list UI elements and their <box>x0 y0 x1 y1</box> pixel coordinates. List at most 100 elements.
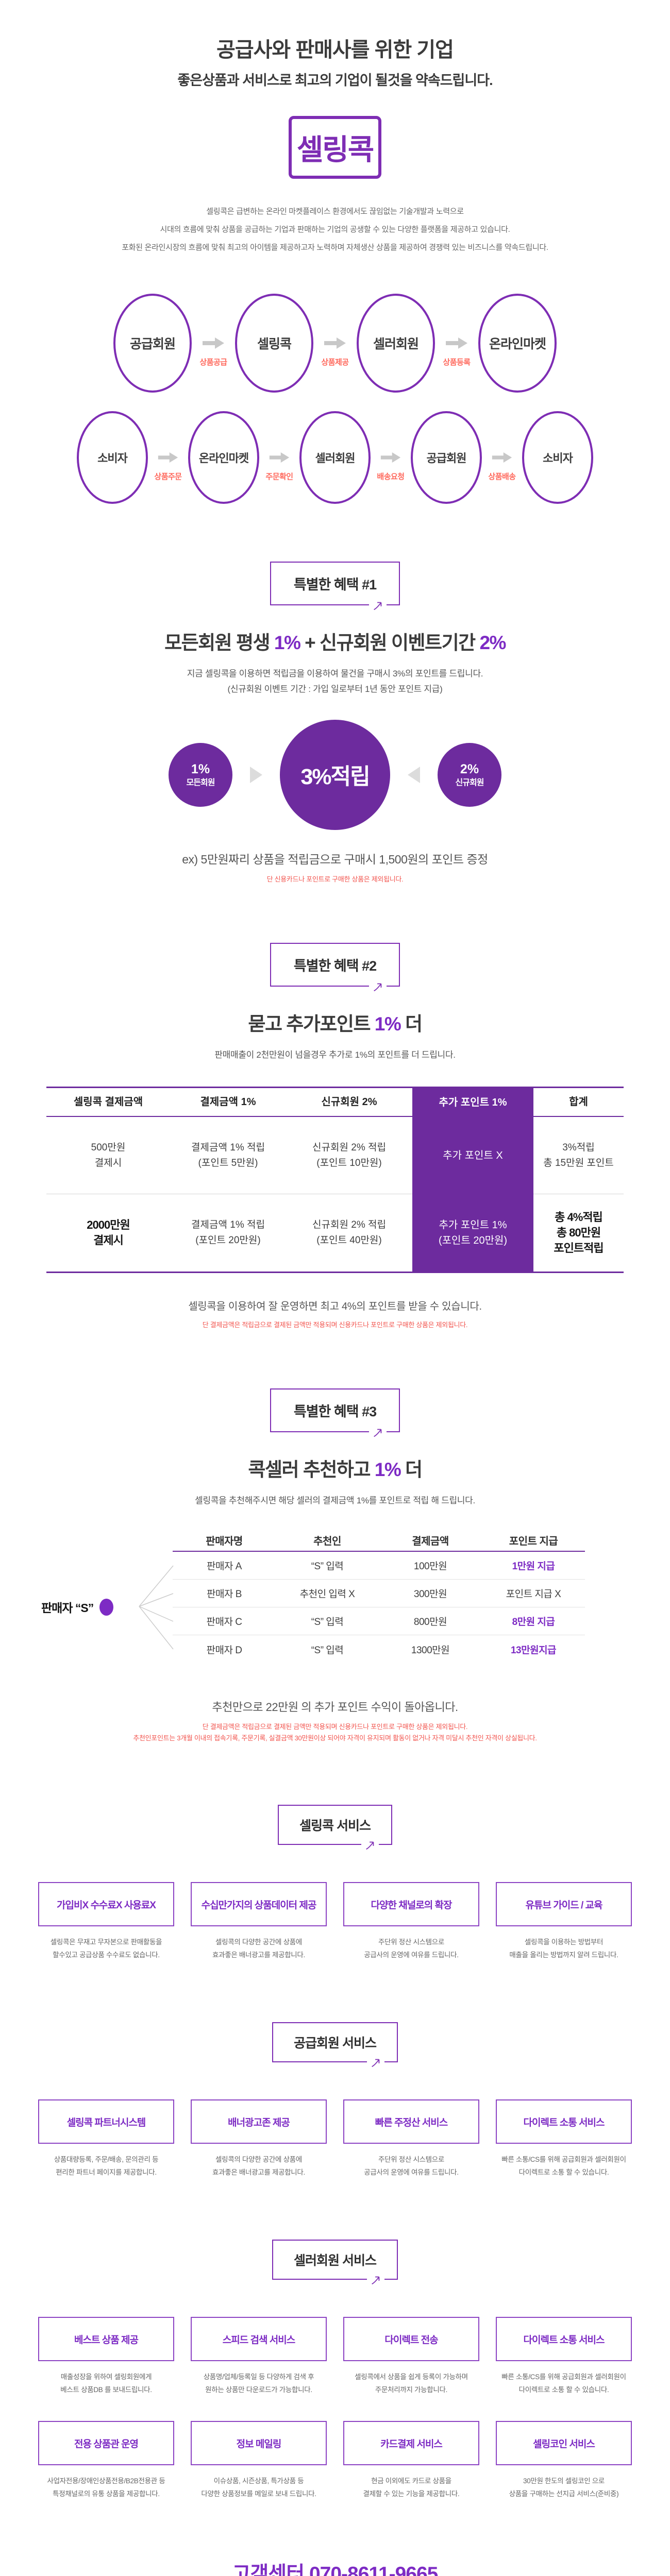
table-cell: 결제금액 1% 적립 (포인트 5만원) <box>170 1117 286 1194</box>
benefit-1-example: ex) 5만원짜리 상품을 적립금으로 구매시 1,500원의 포인트 증정 <box>182 853 488 866</box>
table-header-cell: 판매자명 <box>173 1529 276 1552</box>
table-cell-highlight: 추가 포인트 X <box>412 1117 533 1194</box>
brand-logo: 셀링콕 <box>289 116 381 179</box>
flow-arrow-icon <box>203 337 224 349</box>
up-right-arrow-icon <box>366 2057 384 2068</box>
table-cell-point: 1만원 지급 <box>482 1552 585 1580</box>
page-header: 공급사와 판매사를 위한 기업 좋은상품과 서비스로 최고의 기업이 될것을 약… <box>0 0 670 89</box>
table-cell: 800만원 <box>379 1607 482 1635</box>
benefit-1-title: 모든회원 평생 1% + 신규회원 이벤트기간 2% <box>164 632 506 653</box>
service-card-row: 베스트 상품 제공 매출성장을 위하여 셀링회원에게 베스트 상품DB 를 보내… <box>0 2317 670 2396</box>
service-card-title: 다이렉트 소통 서비스 <box>496 2317 632 2361</box>
service-card: 전용 상품관 운영 사업자전용/장애인상품전용/B2B전용관 등 특정채널로의 … <box>38 2421 174 2500</box>
service-section-badge: 공급회원 서비스 <box>272 2022 398 2068</box>
table-header-cell-highlight: 추가 포인트 1% <box>412 1088 533 1117</box>
table-cell: “S” 입력 <box>276 1607 379 1635</box>
sellingkok-service-section: 셀링콕 서비스 가입비X 수수료X 사용료X 셀링콕은 무재고 무자본으로 판매… <box>0 1805 670 1961</box>
table-cell: 300만원 <box>379 1580 482 1607</box>
flow-node: 셀러회원 <box>357 294 435 393</box>
order-flow-diagram: 소비자 상품주문 온라인마켓 주문확인 셀러회원 배송요청 공급회원 상품배송 … <box>0 411 670 504</box>
service-card-title: 다이렉트 소통 서비스 <box>496 2099 632 2144</box>
benefit-3-badge: 특별한 혜택 #3 <box>270 1388 400 1438</box>
benefit-2-summary: 셀링콕을 이용하여 잘 운영하면 최고 4%의 포인트를 받을 수 있습니다. <box>188 1301 482 1312</box>
benefit-1-section: 특별한 혜택 #1 모든회원 평생 1% + 신규회원 이벤트기간 2% 지금 … <box>0 562 670 885</box>
flow-node: 셀링콕 <box>235 294 313 393</box>
service-section-badge: 셀러회원 서비스 <box>272 2240 398 2285</box>
service-card: 베스트 상품 제공 매출성장을 위하여 셀링회원에게 베스트 상품DB 를 보내… <box>38 2317 174 2396</box>
service-card-title: 정보 메일링 <box>191 2421 327 2465</box>
table-cell-point: 13만원지급 <box>510 1645 557 1656</box>
service-card-desc: 매출성장을 위하여 셀링회원에게 베스트 상품DB 를 보내드립니다. <box>60 2373 152 2394</box>
referral-table: 판매자명 추천인 결제금액 포인트 지급 판매자 A “S” 입력 100만원 … <box>173 1529 585 1663</box>
service-card: 카드결제 서비스 현금 이외에도 카드로 상품을 결제할 수 있는 기능을 제공… <box>343 2421 479 2500</box>
service-card: 빠른 주정산 서비스 주단위 정산 시스템으로 공급사의 운영에 여유를 드립니… <box>343 2099 479 2179</box>
table-header-cell: 포인트 지급 <box>482 1529 585 1552</box>
service-card: 정보 메일링 이슈상품, 시즌상품, 특가상품 등 다양한 상품정보를 메일로 … <box>191 2421 327 2500</box>
flow-arrow-label: 상품공급 <box>199 358 227 367</box>
customer-center-phone: 고객센터 070-8611-9665 <box>232 2563 439 2576</box>
service-card-desc: 주단위 정산 시스템으로 공급사의 운영에 여유를 드립니다. <box>364 1938 459 1959</box>
table-cell: 2000만원 결제시 <box>87 1218 130 1247</box>
service-card-title: 빠른 주정산 서비스 <box>343 2099 479 2144</box>
table-cell: 100만원 <box>379 1552 482 1580</box>
intro-paragraph: 셀링콕은 급변하는 온라인 마켓플레이스 환경에서도 끊임없는 기술개발과 노력… <box>0 202 670 257</box>
service-card-title: 셀링코인 서비스 <box>496 2421 632 2465</box>
service-card-title: 유튜브 가이드 / 교육 <box>496 1882 632 1926</box>
flow-arrow-label: 상품배송 <box>488 472 516 481</box>
flow-arrow-label: 주문확인 <box>265 472 293 481</box>
seller-dot-icon <box>99 1598 114 1616</box>
new-member-circle: 2% 신규회원 <box>438 743 501 807</box>
service-card-title: 전용 상품관 운영 <box>38 2421 174 2465</box>
table-cell: 3%적립 총 15만원 포인트 <box>533 1117 624 1194</box>
service-card-desc: 30만원 한도의 셀링코인 으로 상품을 구매하는 선지급 서비스(준비중) <box>509 2477 619 2498</box>
benefit-1-description: 지금 셀링콕을 이용하면 적립금을 이용하여 물건을 구매시 3%의 포인트를 … <box>187 669 483 694</box>
table-header-cell: 신규회원 2% <box>286 1088 412 1117</box>
service-card-title: 배너광고존 제공 <box>191 2099 327 2144</box>
flow-node: 공급회원 <box>411 411 482 504</box>
service-card-desc: 상품대량등록, 주문/배송, 문의관리 등 편리한 파트너 페이지를 제공합니다… <box>54 2156 159 2176</box>
service-card-title: 다양한 채널로의 확장 <box>343 1882 479 1926</box>
table-header-cell: 추천인 <box>276 1529 379 1552</box>
service-card-title: 다이렉트 전송 <box>343 2317 479 2361</box>
service-card-title: 가입비X 수수료X 사용료X <box>38 1882 174 1926</box>
service-card: 다양한 채널로의 확장 주단위 정산 시스템으로 공급사의 운영에 여유를 드립… <box>343 1882 479 1961</box>
flow-arrow-icon <box>158 452 178 463</box>
service-card: 다이렉트 소통 서비스 빠른 소통/CS를 위해 공급회원과 셀러회원이 다이렉… <box>496 2099 632 2179</box>
service-card-title: 스피드 검색 서비스 <box>191 2317 327 2361</box>
table-cell: “S” 입력 <box>276 1552 379 1580</box>
service-card: 유튜브 가이드 / 교육 셀링콕을 이용하는 방법부터 매출을 올리는 방법까지… <box>496 1882 632 1961</box>
service-card-desc: 이슈상품, 시즌상품, 특가상품 등 다양한 상품정보를 메일로 보내 드립니다… <box>201 2477 316 2498</box>
service-card-title: 셀링콕 파트너시스템 <box>38 2099 174 2144</box>
supply-flow-diagram: 공급회원 상품공급 셀링콕 상품제공 셀러회원 상품등록 온라인마켓 <box>0 294 670 393</box>
service-card-desc: 셀링콕의 다양한 공간에 상품에 효과좋은 배너광고를 제공합니다. <box>212 2156 306 2176</box>
flow-arrow-label: 상품등록 <box>443 358 471 367</box>
benefit-1-badge: 특별한 혜택 #1 <box>270 562 400 611</box>
benefit-2-badge: 특별한 혜택 #2 <box>270 943 400 992</box>
point-table: 셀링콕 결제금액 결제금액 1% 신규회원 2% 추가 포인트 1% 합계 50… <box>46 1087 624 1273</box>
page-subtitle: 좋은상품과 서비스로 최고의 기업이 될것을 약속드립니다. <box>177 73 493 88</box>
service-card: 수십만가지의 상품데이터 제공 셀링콕의 다양한 공간에 상품에 효과좋은 배너… <box>191 1882 327 1961</box>
intro-line: 시대의 흐름에 맞춰 상품을 공급하는 기업과 판매하는 기업의 공생할 수 있… <box>160 225 510 234</box>
table-cell: 포인트 지급 X <box>482 1580 585 1607</box>
service-card: 다이렉트 전송 셀링콕에서 상품을 쉽게 등록이 가능하며 주문처리까지 가능합… <box>343 2317 479 2396</box>
benefit-1-note: 단 신용카드나 포인트로 구매한 상품은 제외됩니다. <box>266 875 404 883</box>
flow-arrow-icon <box>324 337 346 349</box>
table-header-cell: 셀링콕 결제금액 <box>46 1088 170 1117</box>
service-card: 다이렉트 소통 서비스 빠른 소통/CS를 위해 공급회원과 셀러회원이 다이렉… <box>496 2317 632 2396</box>
seller-service-section: 셀러회원 서비스 베스트 상품 제공 매출성장을 위하여 셀링회원에게 베스트 … <box>0 2240 670 2500</box>
service-card: 배너광고존 제공 셀링콕의 다양한 공간에 상품에 효과좋은 배너광고를 제공합… <box>191 2099 327 2179</box>
intro-line: 포화된 온라인시장의 흐름에 맞춰 최고의 아이템을 제공하고자 노력하며 자체… <box>122 243 548 252</box>
flow-node: 온라인마켓 <box>188 411 259 504</box>
benefit-2-description: 판매매출이 2천만원이 넘을경우 추가로 1%의 포인트를 더 드립니다. <box>214 1050 456 1060</box>
intro-line: 셀링콕은 급변하는 온라인 마켓플레이스 환경에서도 끊임없는 기술개발과 노력… <box>206 207 464 216</box>
benefit-2-note: 단 결제금액은 적립금으로 결제된 금액만 적용되며 신용카드나 포인트로 구매… <box>202 1321 468 1329</box>
service-card-desc: 주단위 정산 시스템으로 공급사의 운영에 여유를 드립니다. <box>364 2156 459 2176</box>
table-cell: 신규회원 2% 적립 (포인트 10만원) <box>286 1117 412 1194</box>
table-cell: 판매자 B <box>173 1580 276 1607</box>
service-card-desc: 사업자전용/장애인상품전용/B2B전용관 등 특정채널로의 유통 상품을 제공합… <box>47 2477 165 2498</box>
supplier-service-section: 공급회원 서비스 셀링콕 파트너시스템 상품대량등록, 주문/배송, 문의관리 … <box>0 2022 670 2179</box>
flow-node: 공급회원 <box>113 294 192 393</box>
referral-diagram: 판매자 “S” 판매자명 추천인 결제금액 포인트 지급 판매자 A “S” 입… <box>41 1529 629 1669</box>
service-card: 셀링콕 파트너시스템 상품대량등록, 주문/배송, 문의관리 등 편리한 파트너… <box>38 2099 174 2179</box>
benefit-2-title: 묻고 추가포인트 1% 더 <box>248 1013 423 1035</box>
